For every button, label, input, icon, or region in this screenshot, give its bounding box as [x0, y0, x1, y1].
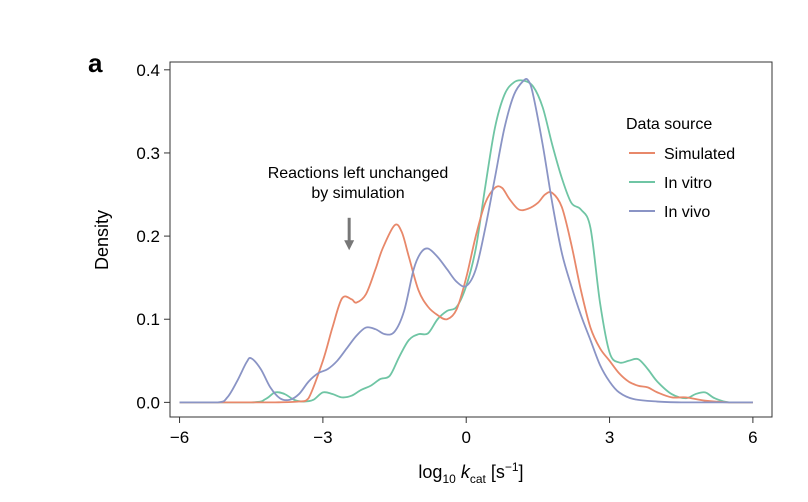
x-axis-title-var: k [461, 462, 471, 482]
legend: Data source Simulated In vitro In vivo [626, 116, 735, 221]
plot-frame [169, 61, 773, 418]
legend-label-simulated: Simulated [664, 146, 735, 163]
y-axis: 0.0 0.1 0.2 0.3 0.4 [136, 61, 170, 412]
x-tick-label: −6 [170, 428, 189, 447]
series-layer [179, 77, 753, 404]
x-axis-title-unit-sup: −1 [505, 460, 519, 474]
legend-items: Simulated In vitro In vivo [629, 146, 735, 221]
x-axis-title-var-sub: cat [470, 472, 487, 486]
annotation: Reactions left unchanged by simulation [268, 165, 449, 251]
series-line-simulated [179, 185, 753, 404]
x-axis-title-unit-close: ] [519, 462, 524, 482]
y-tick-label: 0.4 [136, 61, 160, 80]
legend-label-in-vivo: In vivo [664, 204, 710, 221]
legend-title: Data source [626, 116, 712, 133]
x-tick-label: 6 [748, 428, 757, 447]
x-axis: −6 −3 0 3 6 [170, 417, 758, 447]
legend-label-in-vitro: In vitro [664, 175, 712, 192]
x-axis-title-base: log [418, 462, 442, 482]
series-line-in-vitro [179, 79, 753, 404]
annotation-line-1: Reactions left unchanged [268, 165, 449, 182]
annotation-line-2: by simulation [311, 185, 404, 202]
x-axis-title-unit-open: [s [486, 462, 505, 482]
x-tick-label: 3 [605, 428, 614, 447]
y-tick-label: 0.2 [136, 227, 160, 246]
panel-label: a [88, 48, 103, 78]
series-line-in-vivo [179, 77, 753, 404]
annotation-arrow-icon [344, 217, 355, 251]
x-axis-title: log10 kcat [s−1] [418, 460, 523, 486]
y-tick-label: 0.3 [136, 144, 160, 163]
x-tick-label: −3 [313, 428, 332, 447]
y-tick-label: 0.0 [136, 393, 160, 412]
y-axis-title: Density [92, 210, 112, 270]
y-tick-label: 0.1 [136, 310, 160, 329]
x-axis-title-base-sub: 10 [442, 472, 456, 486]
x-tick-label: 0 [461, 428, 470, 447]
annotation-arrow-head [344, 240, 355, 251]
